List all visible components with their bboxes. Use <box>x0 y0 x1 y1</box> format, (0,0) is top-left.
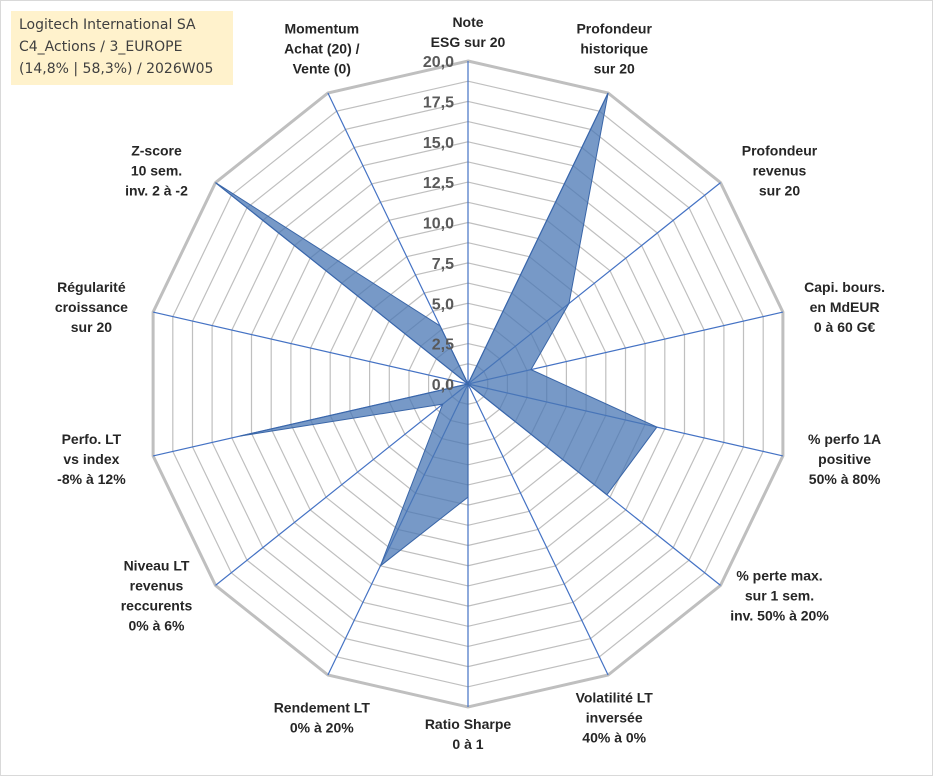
axis-spoke <box>152 311 469 385</box>
axis-label: Momentum Achat (20) / Vente (0) <box>284 21 360 77</box>
tick-label: 0,0 <box>432 377 454 394</box>
axis-label: Niveau LT revenus reccurents 0% à 6% <box>121 558 193 634</box>
axis-label: Ratio Sharpe 0 à 1 <box>425 716 512 752</box>
axis-label: Capi. bours. en MdEUR 0 à 60 G€ <box>804 279 885 335</box>
tick-label: 20,0 <box>423 54 454 71</box>
series-area <box>215 92 658 568</box>
axis-label: % perte max. sur 1 sem. inv. 50% à 20% <box>730 568 829 624</box>
axis-label: Perfo. LT vs index -8% à 12% <box>57 431 126 487</box>
tick-label: 2,5 <box>432 337 454 354</box>
tick-label: 17,5 <box>423 94 454 111</box>
tick-label: 12,5 <box>423 175 454 192</box>
axis-label: Volatilité LT inversée 40% à 0% <box>576 689 654 745</box>
tick-label: 5,0 <box>432 296 454 313</box>
axis-label: Profondeur revenus sur 20 <box>742 142 818 198</box>
title-line-company: Logitech International SA <box>19 17 196 33</box>
axis-label: Z-score 10 sem. inv. 2 à -2 <box>125 142 188 198</box>
chart-title-box: Logitech International SA C4_Actions / 3… <box>11 11 233 85</box>
axis-label: Régularité croissance sur 20 <box>55 279 128 335</box>
axis-label: Note ESG sur 20 <box>431 14 506 50</box>
title-line-category: C4_Actions / 3_EUROPE <box>19 39 183 55</box>
axis-spoke <box>467 383 609 676</box>
axis-label: Profondeur historique sur 20 <box>576 21 652 77</box>
tick-label: 10,0 <box>423 216 454 233</box>
title-line-stats: (14,8% | 58,3%) / 2026W05 <box>19 61 214 77</box>
tick-label: 7,5 <box>432 256 454 273</box>
axis-spoke <box>215 383 469 586</box>
tick-label: 15,0 <box>423 135 454 152</box>
axis-label: Rendement LT 0% à 20% <box>274 699 371 735</box>
axis-label: % perfo 1A positive 50% à 80% <box>808 431 881 487</box>
